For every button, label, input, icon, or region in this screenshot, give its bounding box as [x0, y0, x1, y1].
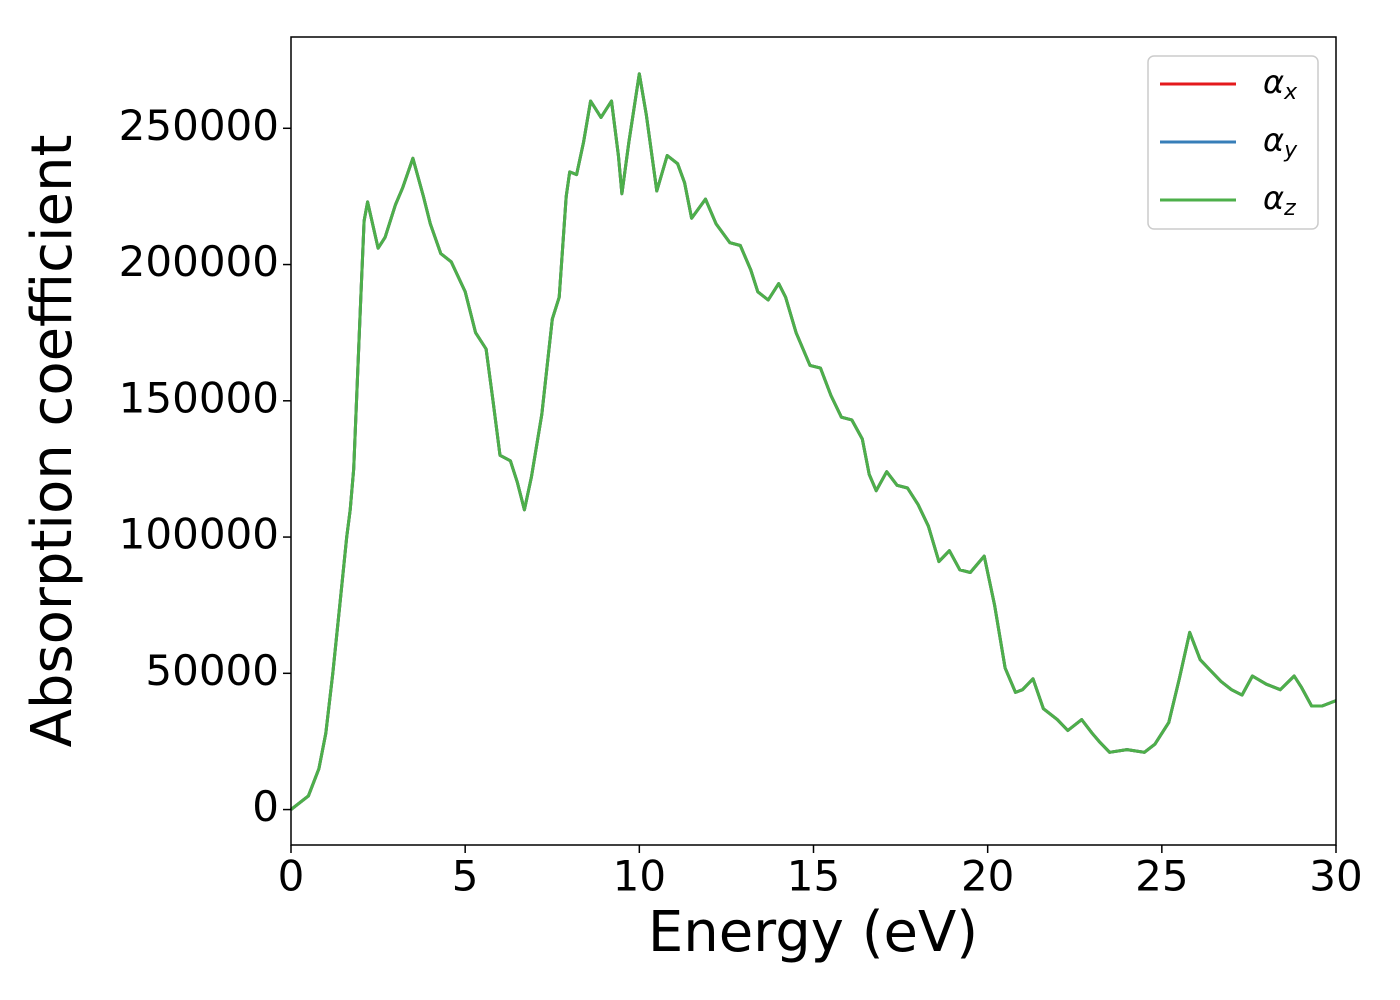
x-tick-label: 25 [1135, 852, 1188, 901]
y-tick-label: 200000 [119, 237, 279, 286]
x-tick-label: 10 [613, 852, 666, 901]
x-tick-label: 30 [1309, 852, 1362, 901]
y-tick-label: 0 [252, 782, 279, 831]
y-tick-label: 100000 [119, 510, 279, 559]
data-line [290, 72, 1337, 811]
legend-label: αz [1263, 179, 1296, 221]
x-tick-label: 20 [961, 852, 1014, 901]
plot-frame [290, 36, 1337, 846]
y-tick-label: 150000 [119, 373, 279, 422]
y-tick-label: 50000 [145, 646, 279, 695]
x-tick-label: 15 [787, 852, 840, 901]
x-axis-label: Energy (eV) [648, 900, 978, 965]
legend-label: αy [1263, 121, 1298, 163]
y-tick-label: 250000 [119, 101, 279, 150]
legend-label: αx [1263, 63, 1298, 105]
x-tick-label: 0 [278, 852, 305, 901]
y-axis-label: Absorption coefficient [20, 135, 85, 748]
x-tick-label: 5 [452, 852, 479, 901]
